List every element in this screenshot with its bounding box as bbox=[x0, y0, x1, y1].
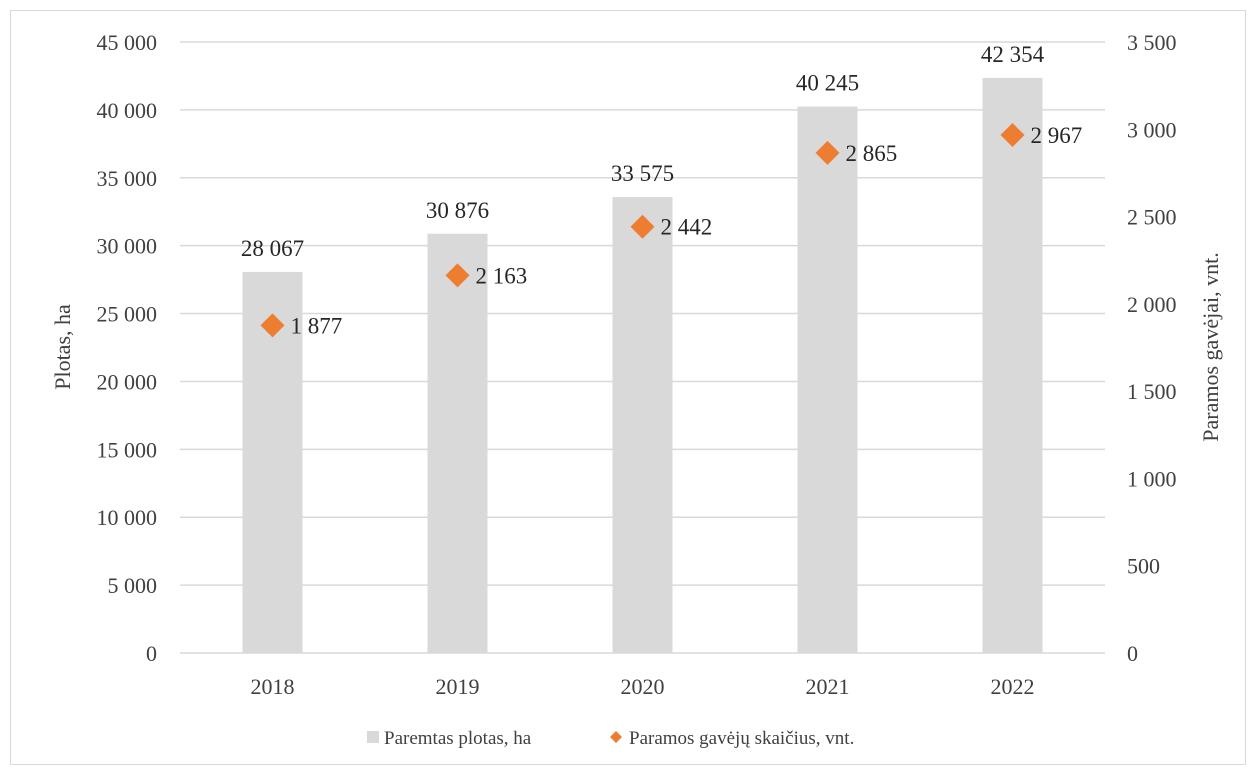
legend-label-bar: Paremtas plotas, ha bbox=[384, 728, 532, 749]
diamond-marker bbox=[1000, 123, 1025, 148]
y2-tick-label: 3 500 bbox=[1127, 30, 1177, 55]
y-tick-label: 25 000 bbox=[97, 302, 158, 327]
marker-value-label: 2 967 bbox=[1031, 123, 1083, 148]
markers bbox=[260, 123, 1025, 338]
bar-value-label: 40 245 bbox=[796, 71, 859, 96]
y-tick-label: 0 bbox=[146, 641, 157, 666]
marker-value-label: 2 163 bbox=[476, 263, 528, 288]
axes: 0 5 000 10 000 15 000 20 000 25 000 30 000 35 0… bbox=[97, 30, 1177, 699]
y2-tick-label: 0 bbox=[1127, 641, 1138, 666]
bar-value-label: 33 575 bbox=[611, 161, 674, 186]
x-tick-label: 2022 bbox=[991, 674, 1035, 699]
y-tick-label: 30 000 bbox=[97, 234, 158, 259]
y2-tick-label: 1 000 bbox=[1127, 466, 1177, 491]
bar bbox=[427, 233, 488, 654]
marker-value-label: 2 442 bbox=[661, 215, 713, 240]
y2-tick-label: 500 bbox=[1127, 554, 1160, 579]
gridlines bbox=[180, 41, 1105, 654]
y-tick-label: 35 000 bbox=[97, 166, 158, 191]
bars bbox=[242, 77, 1043, 654]
x-tick-label: 2021 bbox=[806, 674, 850, 699]
y-tick-label: 45 000 bbox=[97, 30, 158, 55]
y-axis-title: Plotas, ha bbox=[50, 304, 75, 390]
y-tick-label: 10 000 bbox=[97, 505, 158, 530]
marker-value-label: 1 877 bbox=[291, 313, 343, 338]
y-tick-label: 20 000 bbox=[97, 369, 158, 394]
bar-value-label: 42 354 bbox=[981, 42, 1045, 67]
y2-axis-title: Paramos gavėjai, vnt. bbox=[1198, 252, 1223, 441]
bar-value-label: 30 876 bbox=[426, 198, 489, 223]
bar bbox=[982, 77, 1043, 653]
diamond-marker bbox=[260, 313, 285, 338]
y2-tick-label: 1 500 bbox=[1127, 379, 1177, 404]
x-tick-label: 2018 bbox=[251, 674, 295, 699]
y-tick-label: 15 000 bbox=[97, 437, 158, 462]
y-tick-label: 5 000 bbox=[108, 573, 158, 598]
legend-swatch-diamond bbox=[610, 731, 622, 743]
legend: Paremtas plotas, ha Paramos gavėjų skaič… bbox=[367, 728, 854, 749]
x-tick-label: 2019 bbox=[436, 674, 480, 699]
diamond-marker bbox=[630, 214, 655, 239]
bar bbox=[612, 197, 673, 654]
y-tick-label: 40 000 bbox=[97, 98, 158, 123]
y2-tick-label: 3 000 bbox=[1127, 117, 1177, 142]
diamond-marker bbox=[815, 140, 840, 165]
legend-label-diamond: Paramos gavėjų skaičius, vnt. bbox=[629, 728, 854, 749]
bar-value-label: 28 067 bbox=[241, 236, 304, 261]
diamond-marker bbox=[445, 263, 470, 288]
x-tick-label: 2020 bbox=[621, 674, 665, 699]
bar bbox=[797, 106, 858, 654]
legend-swatch-bar bbox=[367, 731, 379, 743]
data-labels: 28 067 30 876 33 575 40 245 42 354 1 877 2 163… bbox=[241, 42, 1082, 338]
y2-tick-label: 2 000 bbox=[1127, 292, 1177, 317]
marker-value-label: 2 865 bbox=[846, 141, 898, 166]
y2-tick-label: 2 500 bbox=[1127, 205, 1177, 230]
